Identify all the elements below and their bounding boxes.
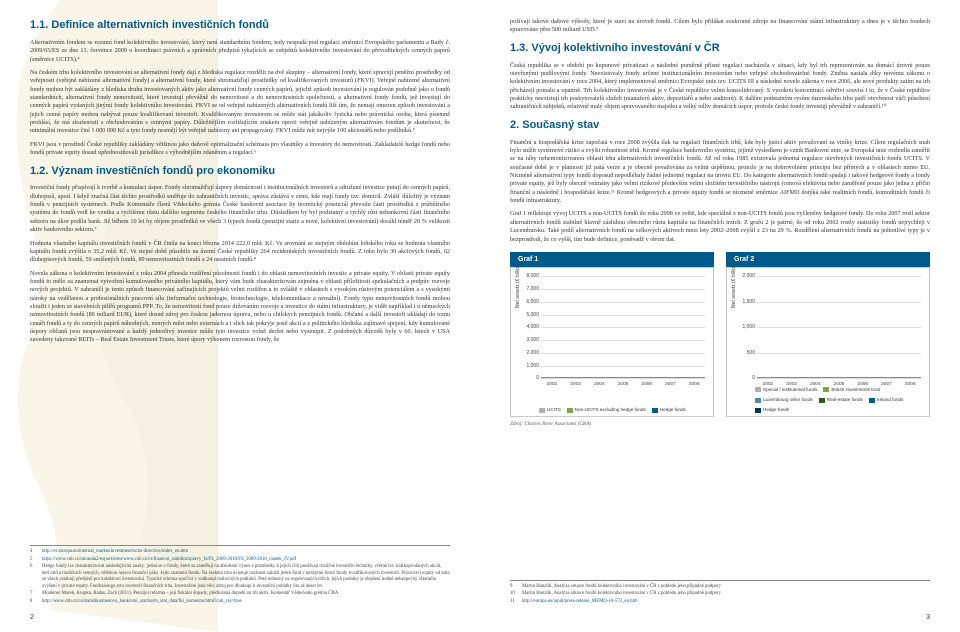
legend-item: Special / institutional funds <box>755 387 817 393</box>
para-1-1-a: Alternativním fondem se rozumí fond kole… <box>30 39 450 64</box>
legend-item: Hedge funds <box>755 407 789 413</box>
chart-source: Zdroj: Charles River Associates (CRA) <box>510 421 930 428</box>
chart-row: Graf 1 Net assets (€ billion) 01,0002,00… <box>510 252 930 417</box>
page-number: 3 <box>926 613 930 622</box>
page-left: 1.1. Definice alternativních investičníc… <box>0 0 480 632</box>
legend-item: Luxembourg other funds <box>755 397 813 403</box>
footnote-link[interactable]: http://europa.eu/rapid/press-release_MEM… <box>522 599 638 605</box>
page-number: 2 <box>30 613 34 622</box>
legend-item: UCITS <box>539 407 561 413</box>
heading-1-3: 1.3. Vývoj kolektivního investování v ČR <box>510 41 930 56</box>
chart-title: Graf 1 <box>510 252 714 267</box>
para-1-2-a: Investiční fondy přispívají k tvorbě a k… <box>30 184 450 234</box>
chart-graf1: Graf 1 Net assets (€ billion) 01,0002,00… <box>510 252 714 417</box>
legend-item: Ireland funds <box>869 397 904 403</box>
para-2-b: Graf 1 reflektuje vývoj UCITS a non-UCIT… <box>510 210 930 243</box>
footnotes-right: 9Martin Hanzlík, Analýza situace fondů k… <box>510 580 930 606</box>
para-1-1-b: Na českém trhu kolektivního investování … <box>30 69 450 136</box>
legend-item: British investments trust <box>823 387 880 393</box>
chart-title: Graf 2 <box>726 252 930 267</box>
chart-graf2: Graf 2 Net assets (€ billion) 05001,0001… <box>726 252 930 417</box>
para-top: požívají takové daňové výhody, které je … <box>510 18 930 35</box>
para-1-2-b: Hodnota vlastního kapitálu investičních … <box>30 240 450 265</box>
legend-item: Real-estate funds <box>819 397 863 403</box>
footnote-link[interactable]: https://www.cnb.cz/miranda2/export/sites… <box>42 557 296 563</box>
footnote-link[interactable]: http://ec.europa.eu/internal_market/inve… <box>42 549 188 555</box>
para-1-2-c: Novela zákona o kolektivním investování … <box>30 270 450 345</box>
footnotes-left: 4http://ec.europa.eu/internal_market/inv… <box>30 545 450 606</box>
legend-item: Hedge funds <box>652 407 686 413</box>
legend-item: Non-UCITS excluding hedge funds <box>567 407 646 413</box>
footnote-link[interactable]: http://www.cnb.cz/cs/statistika/menova_b… <box>42 599 242 605</box>
heading-1-2: 1.2. Význam investičních fondů pro ekono… <box>30 164 450 179</box>
page-spread: 1.1. Definice alternativních investičníc… <box>0 0 960 632</box>
heading-2: 2. Současný stav <box>510 118 930 133</box>
para-2-a: Finanční a hospodářská krize započatá v … <box>510 139 930 206</box>
para-1-3: Česká republika se v období po kuponové … <box>510 62 930 112</box>
heading-1-1: 1.1. Definice alternativních investičníc… <box>30 18 450 33</box>
page-right: požívají takové daňové výhody, které je … <box>480 0 960 632</box>
para-1-1-c: FKVI jsou v prostředí České republiky za… <box>30 141 450 158</box>
